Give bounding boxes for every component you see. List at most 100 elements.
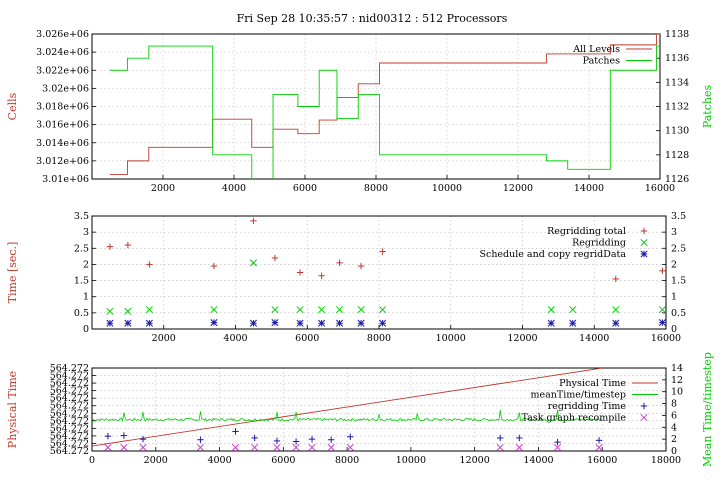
timing-series-regridding-time-point bbox=[232, 428, 239, 435]
levels-xtick-label: 14000 bbox=[574, 183, 604, 194]
regrid-legend-marker bbox=[640, 250, 648, 258]
timing-legend-marker bbox=[640, 402, 648, 410]
timing-legend-marker bbox=[640, 413, 648, 422]
levels-ylabel: Cells bbox=[6, 92, 19, 120]
timing-series-task-graph-recompile-point bbox=[273, 443, 281, 451]
timing-series-regridding-time-point bbox=[273, 437, 281, 445]
regrid-ytick-label: 2 bbox=[83, 259, 89, 270]
timing-xtick-label: 10000 bbox=[396, 455, 426, 466]
regrid-series-schedule-and-copy-regriddata-point bbox=[379, 319, 387, 327]
timing-xtick-label: 8000 bbox=[335, 455, 359, 466]
timing-ytick-label: 564.272 bbox=[50, 371, 89, 382]
regrid-series-regridding-total-point bbox=[106, 243, 114, 250]
levels-y2tick-label: 1126 bbox=[665, 174, 689, 185]
regrid-y2tick-label: 3 bbox=[671, 227, 677, 238]
levels-xtick-label: 6000 bbox=[293, 183, 317, 194]
regrid-legend-label: Regridding total bbox=[547, 226, 626, 237]
regrid-series-regridding-point bbox=[271, 306, 279, 314]
levels-ytick-label: 3.014e+06 bbox=[36, 138, 89, 149]
levels-y2tick-label: 1138 bbox=[665, 29, 689, 40]
regrid-series-regridding-point bbox=[249, 259, 257, 267]
regrid-series-regridding-total-point bbox=[612, 275, 619, 283]
timing-y2tick-label: 12 bbox=[671, 375, 683, 386]
regrid-ytick-label: 2.5 bbox=[74, 243, 89, 254]
timing-ytick-label: 564.272 bbox=[50, 408, 89, 419]
timing-series-task-graph-recompile-point bbox=[251, 443, 259, 451]
levels-ytick-label: 3.018e+06 bbox=[36, 102, 89, 113]
timing-series-task-graph-recompile-point bbox=[139, 443, 147, 451]
regrid-y2tick-label: 2.5 bbox=[671, 243, 686, 254]
regrid-xtick-label: 8000 bbox=[367, 333, 391, 344]
levels-series-all-levels-line bbox=[109, 34, 660, 175]
regrid-series-regridding-total-point bbox=[357, 262, 365, 270]
levels-ytick-label: 3.012e+06 bbox=[36, 156, 89, 167]
levels-xtick-label: 10000 bbox=[432, 183, 462, 194]
regrid-y2tick-label: 2 bbox=[671, 259, 677, 270]
timing-legend-label: Task graph recompile bbox=[522, 413, 627, 424]
figure-title: Fri Sep 28 10:35:57 : nid00312 : 512 Pro… bbox=[237, 12, 508, 25]
levels-xtick-label: 12000 bbox=[503, 183, 533, 194]
timing-xtick-label: 16000 bbox=[587, 455, 617, 466]
timing-series-regridding-time-point bbox=[120, 432, 128, 439]
regrid-series-regridding-point bbox=[612, 306, 620, 314]
regrid-ytick-label: 0 bbox=[83, 324, 89, 335]
timing-y2tick-label: 4 bbox=[671, 422, 677, 433]
timing-series-task-graph-recompile-point bbox=[327, 443, 335, 451]
timing-series-regridding-time-point bbox=[197, 436, 204, 443]
timing-ylabel: Physical Time bbox=[6, 371, 19, 448]
timing-series-meantime-timestep-line bbox=[92, 409, 603, 422]
levels-legend-label: Patches bbox=[583, 56, 621, 67]
regrid-ytick-label: 1.5 bbox=[74, 276, 89, 287]
regrid-series-regridding-total-point bbox=[250, 217, 257, 225]
timing-series-regridding-time-point bbox=[251, 434, 258, 442]
levels-y2label: Patches bbox=[701, 85, 714, 129]
timing-legend-label: regridding Time bbox=[548, 401, 627, 412]
regrid-legend-marker bbox=[640, 238, 648, 247]
regrid-series-schedule-and-copy-regriddata-point bbox=[612, 319, 620, 327]
timing-ytick-label: 564.272 bbox=[50, 438, 89, 449]
regrid-frame bbox=[91, 215, 667, 330]
regrid-series-regridding-total-point bbox=[379, 248, 386, 255]
regrid-y2tick-label: 0 bbox=[671, 324, 677, 335]
regrid-xtick-label: 16000 bbox=[651, 333, 681, 344]
timing-xtick-label: 18000 bbox=[651, 455, 681, 466]
levels-y2tick-label: 1128 bbox=[665, 150, 689, 161]
timing-legend-label: meanTime/timestep bbox=[530, 390, 626, 401]
timing-legend-label: Physical Time bbox=[559, 378, 626, 389]
regrid-ytick-label: 3.5 bbox=[74, 211, 89, 222]
levels-ytick-label: 3.02e+06 bbox=[42, 83, 89, 94]
timing-y2tick-label: 8 bbox=[671, 399, 677, 410]
regrid-series-regridding-total-point bbox=[146, 261, 153, 268]
timing-series-task-graph-recompile-point bbox=[308, 443, 316, 451]
timing-ytick-label: 564.272 bbox=[50, 431, 89, 442]
levels-xtick-label: 2000 bbox=[151, 183, 175, 194]
regrid-series-schedule-and-copy-regriddata-point bbox=[210, 318, 218, 327]
regrid-series-schedule-and-copy-regriddata-point bbox=[145, 319, 153, 327]
regrid-legend-label: Schedule and copy regridData bbox=[479, 249, 626, 260]
regrid-y2tick-label: 3.5 bbox=[671, 211, 686, 222]
timing-series-regridding-time-point bbox=[554, 438, 561, 446]
levels-ytick-label: 3.01e+06 bbox=[42, 174, 89, 185]
timing-ytick-label: 564.272 bbox=[50, 378, 89, 389]
regrid-series-schedule-and-copy-regriddata-point bbox=[658, 318, 666, 327]
levels-y2tick-label: 1134 bbox=[665, 77, 689, 88]
regrid-series-regridding-point bbox=[106, 307, 114, 315]
regrid-series-regridding-point bbox=[296, 306, 304, 314]
timing-series-task-graph-recompile-point bbox=[554, 443, 562, 451]
timing-series-task-graph-recompile-point bbox=[104, 443, 112, 451]
timing-series-regridding-time-point bbox=[292, 438, 300, 445]
timing-series-regridding-time-point bbox=[139, 435, 147, 443]
regrid-series-regridding-point bbox=[318, 306, 326, 314]
regrid-series-regridding-point bbox=[335, 306, 344, 314]
regrid-series-regridding-total-point bbox=[336, 259, 343, 267]
regrid-ytick-label: 0.5 bbox=[74, 308, 89, 319]
timing-series-task-graph-recompile-point bbox=[292, 443, 300, 451]
regrid-ytick-label: 3 bbox=[83, 227, 89, 238]
regrid-series-regridding-point bbox=[379, 306, 387, 314]
timing-ytick-label: 564.272 bbox=[50, 416, 89, 427]
timing-series-physical-time-line bbox=[92, 368, 603, 447]
timing-ytick-label: 564.272 bbox=[50, 423, 89, 434]
regrid-series-regridding-point bbox=[658, 306, 666, 314]
